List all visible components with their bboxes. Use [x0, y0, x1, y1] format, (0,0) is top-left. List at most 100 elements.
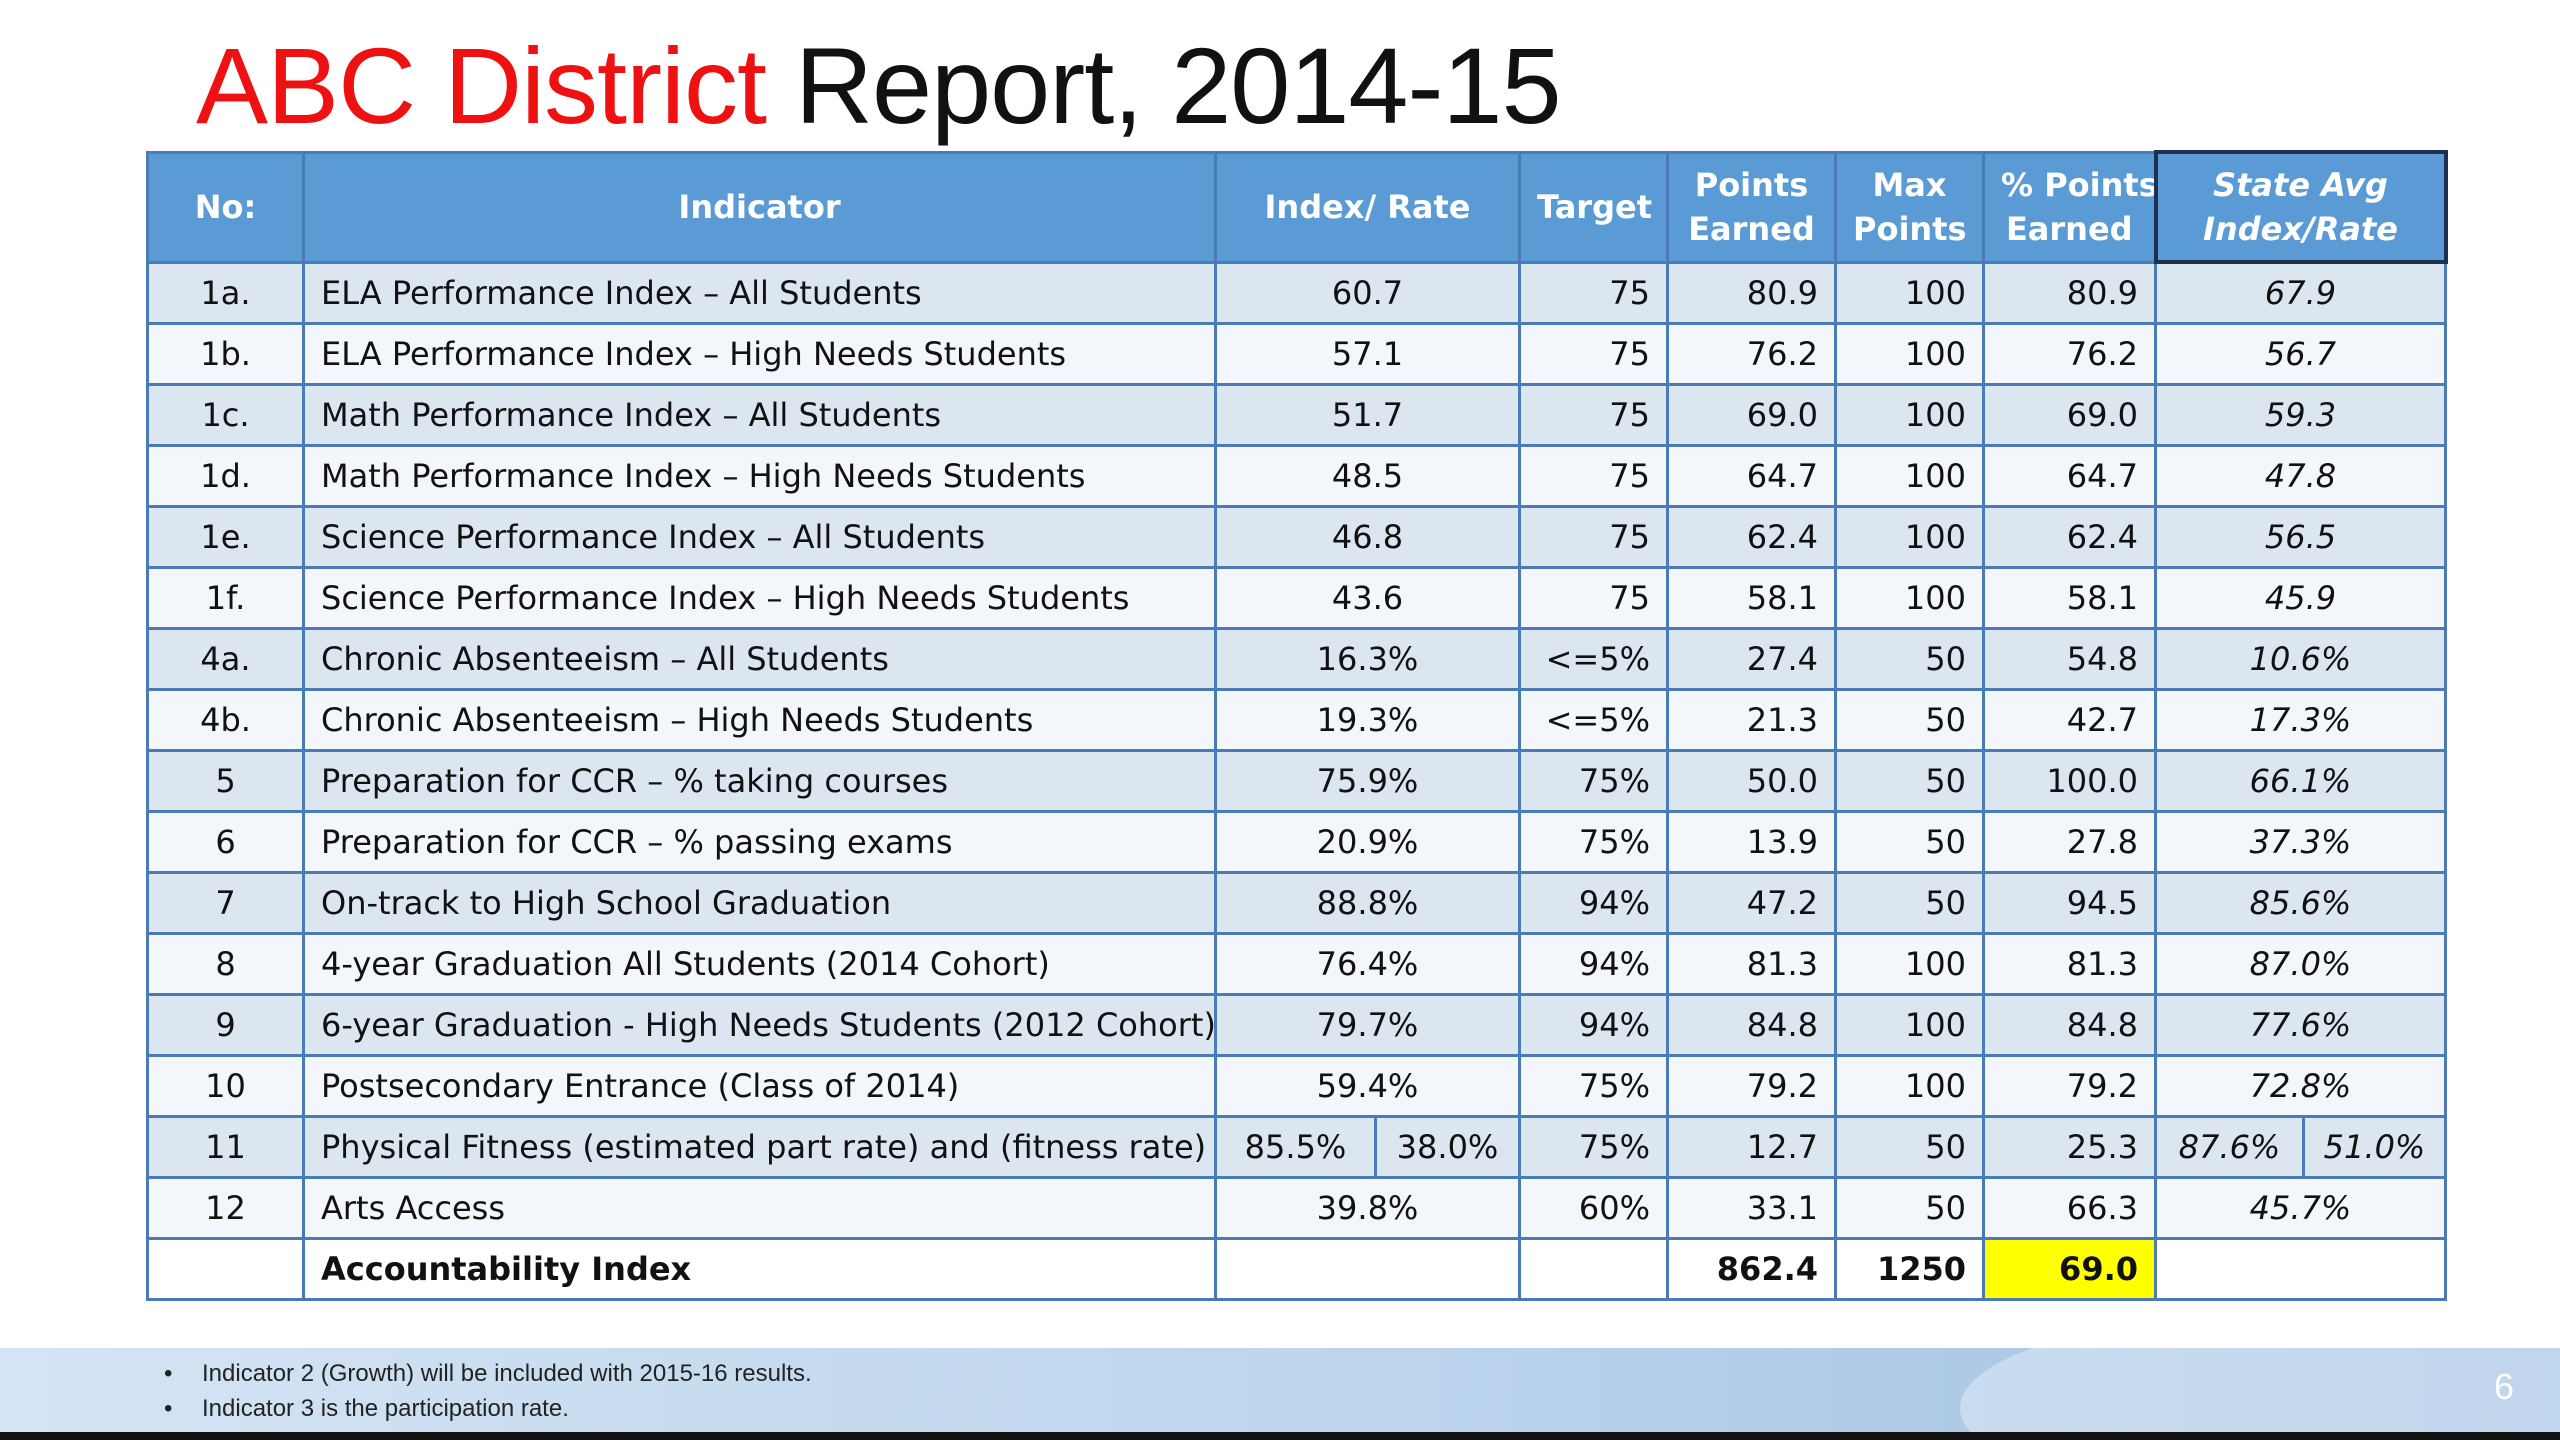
table-row: 10 Postsecondary Entrance (Class of 2014)…	[146, 1054, 2448, 1118]
cell-indicator: Postsecondary Entrance (Class of 2014)	[302, 1054, 1217, 1118]
header-pct-points-line1: % Points	[2001, 166, 2156, 204]
table-row: 1a. ELA Performance Index – All Students 6…	[146, 260, 2448, 325]
cell-no: 1e.	[146, 505, 305, 569]
cell-pct-points: 54.8	[1982, 627, 2157, 691]
cell-max-points: 100	[1834, 566, 1985, 630]
footnote-participation: Indicator 3 is the participation rate.	[160, 1391, 812, 1426]
cell-pct-points: 81.3	[1982, 932, 2157, 996]
cell-points-earned: 69.0	[1666, 383, 1837, 447]
cell-no: 1a.	[146, 260, 305, 325]
cell-target: 75	[1518, 505, 1669, 569]
footnotes: Indicator 2 (Growth) will be included wi…	[160, 1356, 812, 1426]
cell-index-rate: 20.9%	[1214, 810, 1521, 874]
cell-no: 4b.	[146, 688, 305, 752]
cell-points-earned: 62.4	[1666, 505, 1837, 569]
cell-index-rate: 60.7	[1214, 260, 1521, 325]
cell-indicator: Preparation for CCR – % passing exams	[302, 810, 1217, 874]
cell-no: 9	[146, 993, 305, 1057]
cell-pct-points: 76.2	[1982, 322, 2157, 386]
cell-state-avg: 85.6%	[2153, 871, 2448, 935]
cell-index-rate: 46.8	[1214, 505, 1521, 569]
cell-points-earned: 50.0	[1666, 749, 1837, 813]
cell-total-points-earned: 862.4	[1666, 1237, 1837, 1301]
header-state-avg-line2: Index/Rate	[2203, 210, 2398, 248]
cell-points-earned: 12.7	[1666, 1115, 1837, 1179]
cell-index-rate: 57.1	[1214, 322, 1521, 386]
table-row: 8 4-year Graduation All Students (2014 Co…	[146, 932, 2448, 996]
cell-target: 75	[1518, 383, 1669, 447]
table-row: 5 Preparation for CCR – % taking courses 7…	[146, 749, 2448, 813]
header-row: No: Indicator Index/ Rate Target Points E…	[146, 150, 2448, 264]
table-body: 1a. ELA Performance Index – All Students 6…	[146, 260, 2448, 1301]
table-row: 1d. Math Performance Index – High Needs S…	[146, 444, 2448, 508]
cell-no: 1f.	[146, 566, 305, 630]
cell-state-avg: 56.7	[2153, 322, 2448, 386]
cell-no: 11	[146, 1115, 305, 1179]
cell-max-points: 50	[1834, 810, 1985, 874]
cell-indicator: Physical Fitness (estimated part rate) a…	[302, 1115, 1217, 1179]
cell-max-points: 100	[1834, 383, 1985, 447]
cell-points-earned: 33.1	[1666, 1176, 1837, 1240]
cell-index-rate-part: 85.5%	[1214, 1115, 1377, 1179]
cell-points-earned: 79.2	[1666, 1054, 1837, 1118]
cell-target: <=5%	[1518, 627, 1669, 691]
cell-total-pct-points: 69.0	[1982, 1237, 2157, 1301]
cell-no: 6	[146, 810, 305, 874]
cell-max-points: 100	[1834, 993, 1985, 1057]
cell-indicator: Chronic Absenteeism – High Needs Student…	[302, 688, 1217, 752]
cell-max-points: 100	[1834, 322, 1985, 386]
cell-no-empty	[146, 1237, 305, 1301]
cell-indicator: Math Performance Index – High Needs Stud…	[302, 444, 1217, 508]
cell-points-earned: 76.2	[1666, 322, 1837, 386]
cell-pct-points: 58.1	[1982, 566, 2157, 630]
table-row: 1b. ELA Performance Index – High Needs St…	[146, 322, 2448, 386]
header-max-points: Max Points	[1834, 150, 1985, 264]
header-target: Target	[1518, 150, 1669, 264]
footer-swoosh	[1960, 1348, 2560, 1432]
cell-state-avg: 56.5	[2153, 505, 2448, 569]
table-row: 1c. Math Performance Index – All Students…	[146, 383, 2448, 447]
header-state-avg-line1: State Avg	[2213, 166, 2388, 204]
header-points-earned-line2: Earned	[1688, 210, 1815, 248]
cell-points-earned: 21.3	[1666, 688, 1837, 752]
cell-points-earned: 80.9	[1666, 260, 1837, 325]
cell-target: 60%	[1518, 1176, 1669, 1240]
cell-max-points: 50	[1834, 688, 1985, 752]
table-row: 4b. Chronic Absenteeism – High Needs Stud…	[146, 688, 2448, 752]
cell-indicator: Science Performance Index – High Needs S…	[302, 566, 1217, 630]
table-row: 4a. Chronic Absenteeism – All Students 16.…	[146, 627, 2448, 691]
cell-max-points: 50	[1834, 1115, 1985, 1179]
cell-indicator: On-track to High School Graduation	[302, 871, 1217, 935]
header-pct-points: % Points Earned	[1982, 150, 2157, 264]
cell-indicator: ELA Performance Index – All Students	[302, 260, 1217, 325]
page-number: 6	[2493, 1366, 2514, 1407]
header-points-earned: Points Earned	[1666, 150, 1837, 264]
cell-target: 75%	[1518, 1115, 1669, 1179]
table-row: 1e. Science Performance Index – All Stude…	[146, 505, 2448, 569]
cell-indicator: ELA Performance Index – High Needs Stude…	[302, 322, 1217, 386]
cell-points-earned: 27.4	[1666, 627, 1837, 691]
table-row: 7 On-track to High School Graduation 88.8%…	[146, 871, 2448, 935]
cell-no: 1b.	[146, 322, 305, 386]
cell-state-avg: 45.9	[2153, 566, 2448, 630]
header-state-avg: State Avg Index/Rate	[2153, 150, 2448, 264]
table-row: 12 Arts Access 39.8% 60% 33.1 50 66.3 45…	[146, 1176, 2448, 1240]
total-row: Accountability Index 862.4 1250 69.0	[146, 1237, 2448, 1301]
cell-index-rate-empty	[1214, 1237, 1521, 1301]
cell-total-max-points: 1250	[1834, 1237, 1985, 1301]
header-max-points-line1: Max	[1872, 166, 1947, 204]
header-index-rate: Index/ Rate	[1214, 150, 1521, 264]
cell-points-earned: 47.2	[1666, 871, 1837, 935]
cell-pct-points: 69.0	[1982, 383, 2157, 447]
cell-max-points: 100	[1834, 260, 1985, 325]
cell-points-earned: 64.7	[1666, 444, 1837, 508]
cell-max-points: 50	[1834, 1176, 1985, 1240]
cell-pct-points: 100.0	[1982, 749, 2157, 813]
cell-index-rate: 88.8%	[1214, 871, 1521, 935]
cell-points-earned: 58.1	[1666, 566, 1837, 630]
cell-state-avg-part: 87.6%	[2154, 1115, 2305, 1179]
cell-target: 75%	[1518, 1054, 1669, 1118]
header-pct-points-line2: Earned	[2005, 210, 2133, 248]
footnote-growth: Indicator 2 (Growth) will be included wi…	[160, 1356, 812, 1391]
